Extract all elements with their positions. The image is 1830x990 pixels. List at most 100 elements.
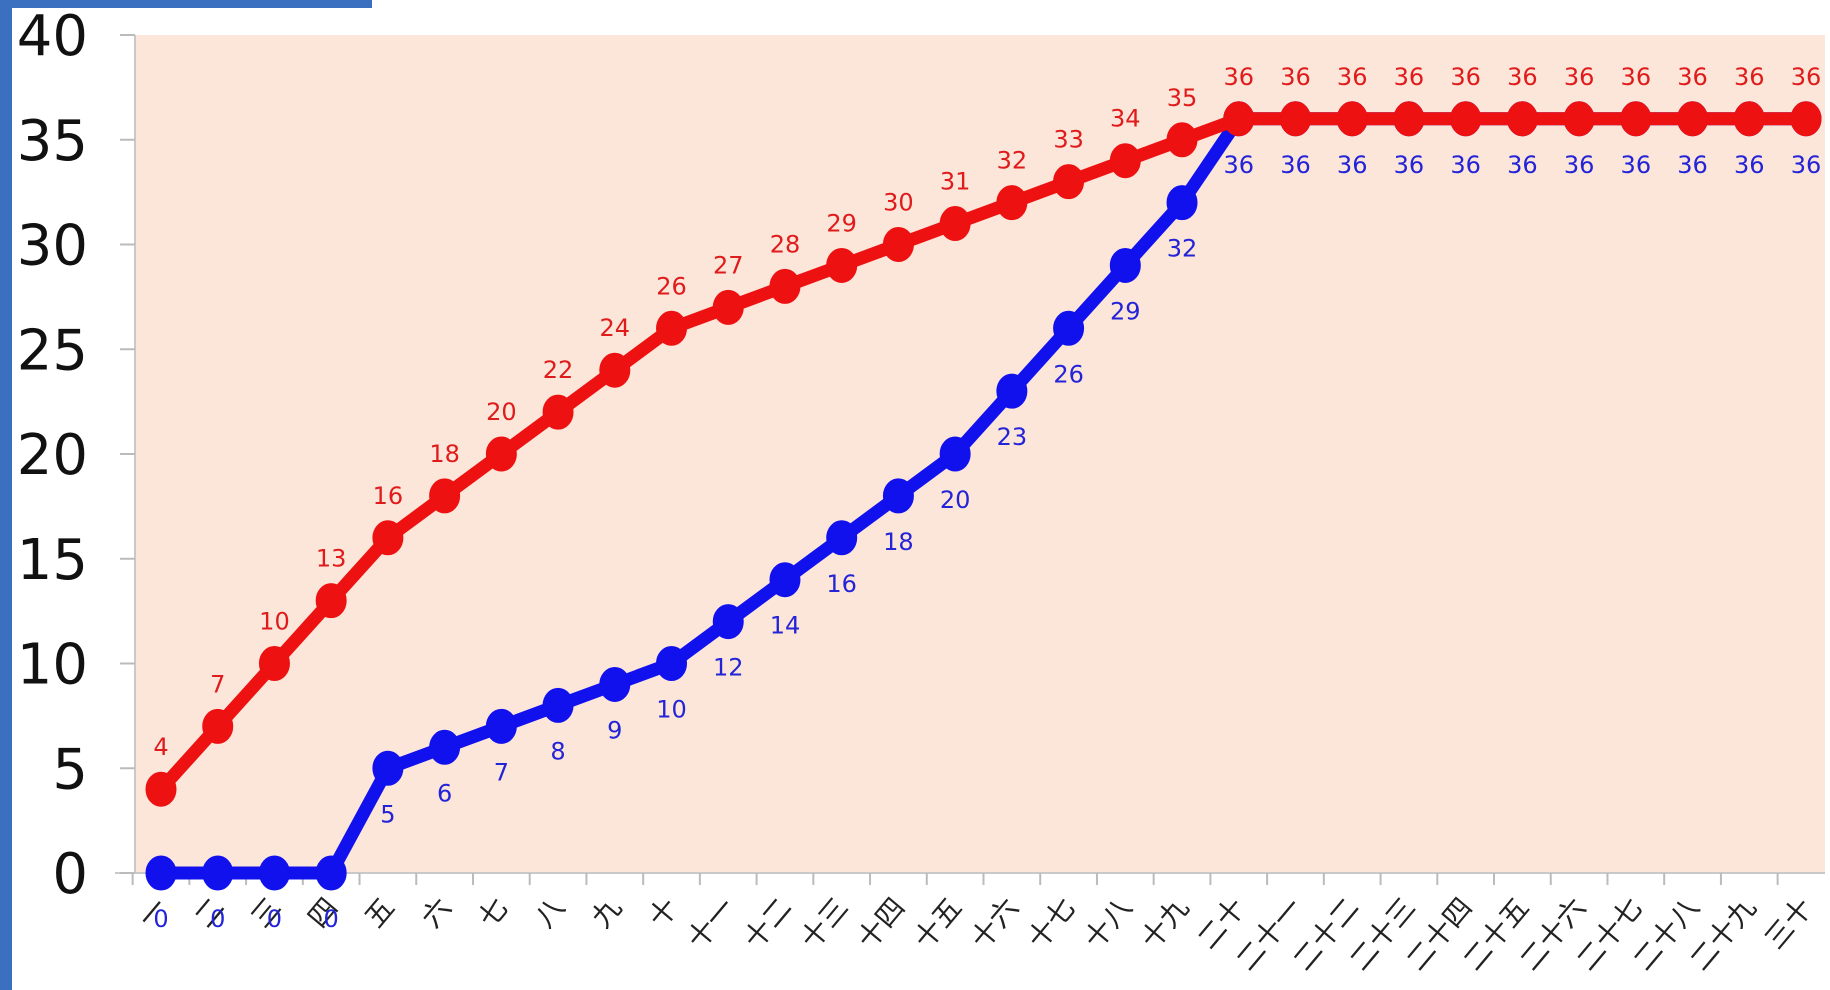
data-label: 26 (1053, 360, 1084, 388)
data-label: 8 (550, 737, 565, 765)
data-label: 18 (429, 440, 460, 468)
data-label: 36 (1621, 63, 1652, 91)
y-tick-label: 35 (17, 109, 88, 174)
x-tick-label: 九 (585, 891, 628, 934)
data-label: 0 (153, 905, 168, 933)
data-point (826, 247, 858, 283)
data-label: 14 (770, 612, 801, 640)
data-point (939, 436, 971, 472)
data-label: 7 (494, 758, 509, 786)
x-tick-label: 十九 (1134, 891, 1195, 955)
x-tick-label: 七 (471, 891, 514, 934)
data-point (769, 268, 801, 304)
data-point (145, 771, 177, 807)
data-label: 7 (210, 670, 225, 698)
data-point (542, 394, 574, 430)
data-point (372, 750, 404, 786)
data-point (1790, 101, 1822, 137)
data-point (372, 520, 404, 556)
data-label: 36 (1791, 63, 1822, 91)
data-label: 30 (883, 189, 914, 217)
x-tick-label: 十五 (907, 891, 968, 955)
x-tick-label: 十四 (850, 891, 911, 955)
data-point (1166, 185, 1198, 221)
data-point (485, 708, 517, 744)
x-tick-label: 十二 (737, 891, 798, 955)
data-label: 36 (1791, 151, 1822, 179)
data-point (1677, 101, 1709, 137)
x-tick-label: 五 (358, 891, 401, 934)
series-0-labels: 4 7 10 13 16 18 20 22 24 26 27 28 29 30 31 32 33 34 35 36 36… (153, 63, 1821, 761)
data-label: 33 (1053, 126, 1084, 154)
data-point (1223, 101, 1255, 137)
y-tick-label: 20 (17, 423, 88, 488)
data-label: 0 (324, 905, 339, 933)
data-label: 31 (940, 168, 971, 196)
data-label: 27 (713, 251, 744, 279)
data-point (656, 646, 688, 681)
top-accent-bar (12, 0, 372, 8)
data-label: 36 (1337, 151, 1368, 179)
data-label: 20 (940, 486, 971, 514)
plot-area (135, 35, 1825, 873)
data-point (769, 562, 801, 598)
data-label: 36 (1677, 151, 1708, 179)
data-label: 26 (656, 272, 687, 300)
data-point (1733, 101, 1765, 137)
data-point (656, 310, 688, 346)
left-accent-bar (0, 0, 12, 990)
data-label: 4 (153, 733, 168, 761)
data-label: 36 (1450, 151, 1481, 179)
y-tick-label: 0 (52, 842, 88, 907)
data-label: 0 (267, 905, 282, 933)
x-tick-label: 三十 (1758, 891, 1819, 955)
data-label: 22 (543, 356, 574, 384)
data-label: 16 (826, 570, 857, 598)
data-point (1053, 310, 1085, 346)
data-point (429, 478, 461, 514)
data-label: 24 (600, 314, 631, 342)
data-label: 36 (1677, 63, 1708, 91)
data-point (1393, 101, 1425, 137)
data-point (599, 666, 631, 702)
data-label: 16 (373, 482, 404, 510)
data-label: 36 (1507, 63, 1538, 91)
data-point (1620, 101, 1652, 137)
data-point (258, 855, 290, 891)
data-label: 18 (883, 528, 914, 556)
data-label: 36 (1564, 151, 1595, 179)
data-point (1279, 101, 1311, 137)
data-label: 9 (607, 716, 622, 744)
data-label: 36 (1621, 151, 1652, 179)
data-label: 34 (1110, 105, 1141, 133)
x-tick-label: 十三 (794, 891, 855, 955)
data-point (542, 687, 574, 723)
data-point (258, 646, 290, 681)
y-axis-ticks: 0 5 10 15 20 25 30 35 40 (17, 4, 135, 907)
data-point (882, 478, 914, 514)
y-tick-label: 5 (52, 737, 88, 802)
data-point (1506, 101, 1538, 137)
data-label: 5 (380, 800, 395, 828)
data-label: 36 (1223, 63, 1254, 91)
data-label: 13 (316, 545, 347, 573)
data-label: 36 (1337, 63, 1368, 91)
series-1-labels: 0 0 0 0 5 6 7 8 9 10 12 14 16 18 20 23 26 29 32 36 36 36 36 36 3… (153, 151, 1821, 933)
data-label: 36 (1564, 63, 1595, 91)
data-point (1166, 122, 1198, 158)
x-axis-ticks: 一二三四五六七八九十十一十二十三十四十五十六十七十八十九二十二十一二十二二十三二… (131, 873, 1819, 977)
data-label: 0 (210, 905, 225, 933)
data-label: 6 (437, 779, 452, 807)
data-label: 10 (259, 608, 290, 636)
data-label: 36 (1734, 151, 1765, 179)
y-tick-label: 40 (17, 4, 88, 69)
data-point (145, 855, 177, 891)
x-tick-label: 十 (642, 891, 685, 934)
data-label: 32 (997, 147, 1028, 175)
data-label: 36 (1223, 151, 1254, 179)
data-label: 32 (1167, 235, 1198, 263)
data-point (202, 708, 234, 744)
data-label: 36 (1280, 151, 1311, 179)
y-tick-label: 30 (17, 214, 88, 279)
